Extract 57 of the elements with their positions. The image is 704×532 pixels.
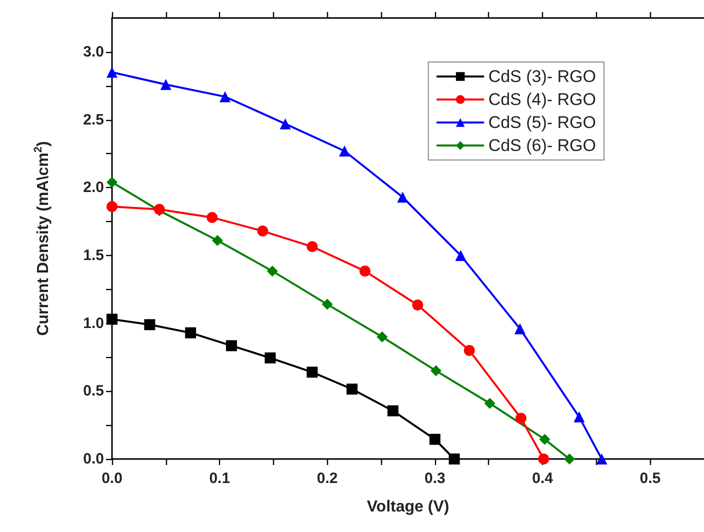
point bbox=[574, 411, 585, 422]
y-tick-label: 2.5 bbox=[83, 111, 104, 128]
point bbox=[220, 91, 231, 102]
point bbox=[212, 235, 223, 246]
point bbox=[455, 250, 466, 261]
point bbox=[516, 412, 527, 424]
point bbox=[338, 145, 350, 156]
point bbox=[359, 266, 370, 277]
point bbox=[206, 212, 218, 223]
point bbox=[257, 226, 268, 237]
x-tick-label: 0.4 bbox=[532, 470, 554, 487]
y-tick-label: 1.0 bbox=[83, 314, 104, 332]
y-axis-title: Current Density (mA\cm2) bbox=[32, 141, 52, 336]
point bbox=[226, 340, 237, 352]
point bbox=[144, 319, 156, 330]
point bbox=[484, 398, 496, 409]
point bbox=[280, 118, 291, 130]
x-tick-label: 0.1 bbox=[209, 470, 230, 487]
point bbox=[538, 454, 550, 464]
y-tick-label: 2.0 bbox=[83, 179, 104, 196]
point bbox=[346, 384, 358, 395]
point bbox=[539, 434, 550, 445]
point bbox=[322, 298, 333, 310]
point bbox=[397, 192, 408, 203]
point bbox=[306, 366, 318, 378]
point bbox=[106, 66, 118, 78]
x-tick-label: 0.2 bbox=[316, 470, 338, 487]
point bbox=[387, 405, 398, 416]
point bbox=[376, 331, 388, 342]
legend-label: CdS (5)- RGO bbox=[488, 113, 596, 132]
point bbox=[185, 327, 196, 338]
x-tick-label: 0.3 bbox=[424, 470, 446, 487]
point bbox=[266, 266, 278, 277]
legend-label: CdS (6)- RGO bbox=[488, 136, 596, 155]
legend-label: CdS (4)- RGO bbox=[488, 90, 596, 109]
x-axis-title: Voltage (V) bbox=[366, 498, 450, 516]
point bbox=[306, 241, 318, 252]
point bbox=[514, 323, 526, 334]
y-tick-label: 0.5 bbox=[83, 382, 104, 400]
point bbox=[412, 299, 424, 310]
point bbox=[429, 434, 440, 445]
y-tick-label: 0.0 bbox=[83, 450, 104, 468]
point bbox=[430, 365, 442, 376]
point bbox=[464, 344, 475, 356]
point bbox=[448, 454, 460, 464]
point bbox=[106, 176, 118, 188]
x-tick-label: 0.0 bbox=[102, 470, 122, 487]
y-tick-label: 1.5 bbox=[83, 246, 104, 264]
legend-label: CdS (3)- RGO bbox=[488, 67, 596, 86]
point bbox=[596, 454, 608, 464]
point bbox=[564, 454, 575, 464]
x-tick-label: 0.5 bbox=[640, 470, 661, 487]
point bbox=[160, 78, 172, 90]
point bbox=[106, 201, 118, 212]
point bbox=[264, 352, 276, 364]
y-tick-label: 3.0 bbox=[83, 43, 104, 60]
point bbox=[106, 314, 118, 325]
